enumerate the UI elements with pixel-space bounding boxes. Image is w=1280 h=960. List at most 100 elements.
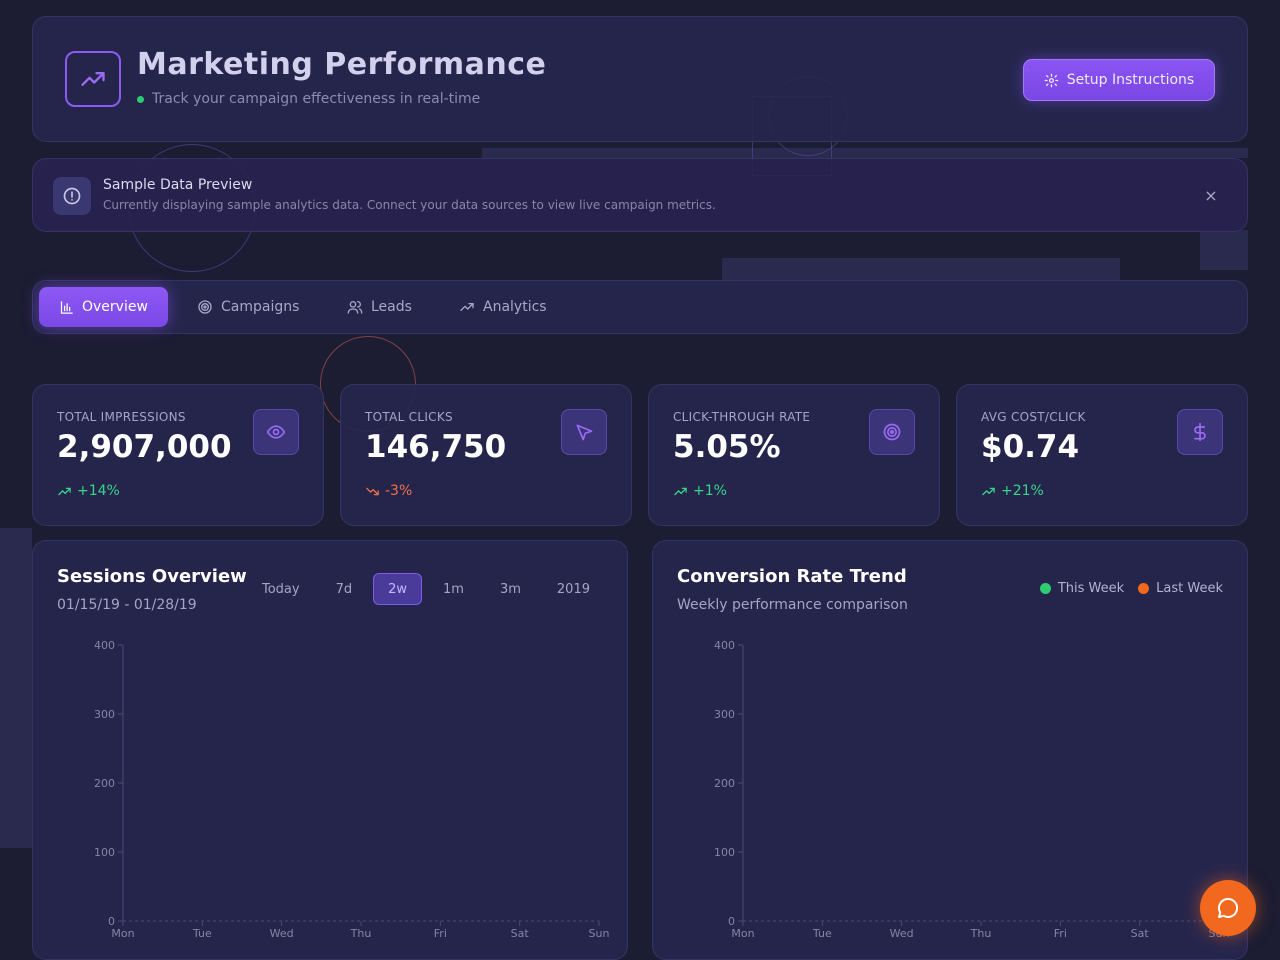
range-button-today[interactable]: Today	[261, 581, 300, 597]
target-icon	[198, 300, 212, 314]
x-tick-label: Wed	[270, 927, 294, 940]
info-icon	[53, 177, 91, 215]
tab-campaigns[interactable]: Campaigns	[177, 287, 319, 327]
chart-legend: This Week Last Week	[1039, 581, 1223, 596]
stat-value: 146,750	[365, 429, 507, 465]
tab-label: Analytics	[483, 299, 547, 315]
y-tick-label: 0	[108, 915, 115, 928]
y-tick-label: 300	[714, 708, 735, 721]
y-tick-label: 300	[94, 708, 115, 721]
trend-icon	[460, 303, 474, 311]
stat-card-cost-per-click: AVG COST/CLICK $0.74 +21%	[956, 384, 1248, 526]
trend-up-icon	[674, 487, 687, 495]
legend-dot	[1138, 583, 1150, 594]
chart-title: Conversion Rate Trend	[677, 566, 907, 587]
tab-label: Overview	[82, 299, 148, 315]
tab-label: Leads	[371, 299, 412, 315]
trend-up-icon	[58, 487, 71, 495]
x-tick-label: Sat	[1131, 927, 1150, 940]
chat-bubble-icon	[1218, 897, 1239, 918]
legend-label: This Week	[1057, 581, 1125, 596]
target-icon	[869, 409, 915, 455]
stat-trend: -3%	[365, 483, 412, 499]
dollar-icon	[1177, 409, 1223, 455]
chart-subtitle: Weekly performance comparison	[677, 597, 908, 613]
background-block	[1200, 230, 1248, 270]
y-tick-label: 0	[728, 915, 735, 928]
stat-trend: +21%	[981, 483, 1044, 499]
legend-dot	[1039, 583, 1051, 594]
x-tick-label: Wed	[890, 927, 914, 940]
cursor-icon	[561, 409, 607, 455]
stat-value: 2,907,000	[57, 429, 232, 465]
stat-label: TOTAL CLICKS	[365, 410, 453, 424]
trend-down-icon	[366, 487, 379, 495]
x-tick-label: Fri	[1054, 927, 1067, 940]
users-icon	[347, 301, 363, 314]
stat-card-impressions: TOTAL IMPRESSIONS 2,907,000 +14%	[32, 384, 324, 526]
page-title: Marketing Performance	[137, 47, 547, 82]
chat-button[interactable]	[1200, 880, 1256, 936]
trend-up-icon	[982, 487, 995, 495]
stat-value: 5.05%	[673, 429, 781, 465]
tab-bar: Overview Campaigns Leads Analytics	[32, 280, 1248, 334]
x-tick-label: Mon	[731, 927, 754, 940]
x-tick-label: Tue	[192, 927, 212, 940]
conversion-trend-panel: Conversion Rate Trend Weekly performance…	[652, 540, 1248, 960]
eye-icon	[253, 409, 299, 455]
setup-instructions-button[interactable]: Setup Instructions	[1023, 59, 1215, 101]
y-tick-label: 400	[94, 639, 115, 652]
y-tick-label: 100	[94, 846, 115, 859]
y-tick-label: 100	[714, 846, 735, 859]
stat-card-clicks: TOTAL CLICKS 146,750 -3%	[340, 384, 632, 526]
close-icon[interactable]: ×	[1204, 185, 1218, 205]
stat-label: AVG COST/CLICK	[981, 410, 1086, 424]
stat-trend-value: +1%	[693, 483, 727, 499]
y-tick-label: 400	[714, 639, 735, 652]
stat-trend-value: -3%	[385, 483, 413, 499]
banner-title: Sample Data Preview	[103, 177, 253, 193]
stat-label: TOTAL IMPRESSIONS	[57, 410, 186, 424]
sessions-overview-panel: Sessions Overview 01/15/19 - 01/28/19 To…	[32, 540, 628, 960]
y-tick-label: 200	[714, 777, 735, 790]
page-subtitle: Track your campaign effectiveness in rea…	[137, 91, 480, 107]
range-button-1m[interactable]: 1m	[443, 581, 464, 597]
legend-label: Last Week	[1156, 581, 1223, 596]
stat-trend-value: +14%	[77, 483, 120, 499]
stat-trend: +1%	[673, 483, 727, 499]
x-tick-label: Sat	[511, 927, 530, 940]
range-button-7d[interactable]: 7d	[335, 581, 353, 597]
background-block	[482, 148, 1248, 158]
gear-icon	[1044, 73, 1059, 87]
x-tick-label: Thu	[970, 927, 992, 940]
setup-button-label: Setup Instructions	[1066, 72, 1195, 88]
stat-trend-value: +21%	[1001, 483, 1044, 499]
sessions-chart: 0 100 200 300 400 Mon Tue Wed Thu Fri Sat Sun	[94, 639, 610, 940]
chart-title: Sessions Overview	[57, 566, 247, 587]
legend-item-last-week: Last Week	[1138, 581, 1223, 596]
stat-label: CLICK-THROUGH RATE	[673, 410, 811, 424]
range-button-2w[interactable]: 2w	[373, 573, 423, 605]
x-tick-label: Mon	[111, 927, 134, 940]
tab-analytics[interactable]: Analytics	[439, 287, 567, 327]
subtitle-text: Track your campaign effectiveness in rea…	[152, 91, 481, 107]
sample-data-banner: Sample Data Preview Currently displaying…	[32, 158, 1248, 232]
y-tick-label: 200	[94, 777, 115, 790]
live-status-dot	[137, 95, 144, 103]
range-selector: Today 7d 2w 1m 3m 2019	[241, 573, 605, 605]
background-block	[0, 528, 32, 848]
stat-value: $0.74	[981, 429, 1080, 465]
x-tick-label: Thu	[350, 927, 372, 940]
tab-leads[interactable]: Leads	[327, 287, 432, 327]
x-tick-label: Sun	[589, 927, 610, 940]
stat-card-ctr: CLICK-THROUGH RATE 5.05% +1%	[648, 384, 940, 526]
range-button-3m[interactable]: 3m	[499, 581, 521, 597]
tab-overview[interactable]: Overview	[39, 287, 168, 327]
x-tick-label: Tue	[812, 927, 832, 940]
stat-trend: +14%	[57, 483, 120, 499]
range-button-2019[interactable]: 2019	[556, 581, 590, 597]
date-range: 01/15/19 - 01/28/19	[57, 597, 197, 613]
tab-label: Campaigns	[221, 299, 300, 315]
logo-trend-icon	[65, 51, 121, 107]
bar-chart-icon	[60, 300, 73, 314]
